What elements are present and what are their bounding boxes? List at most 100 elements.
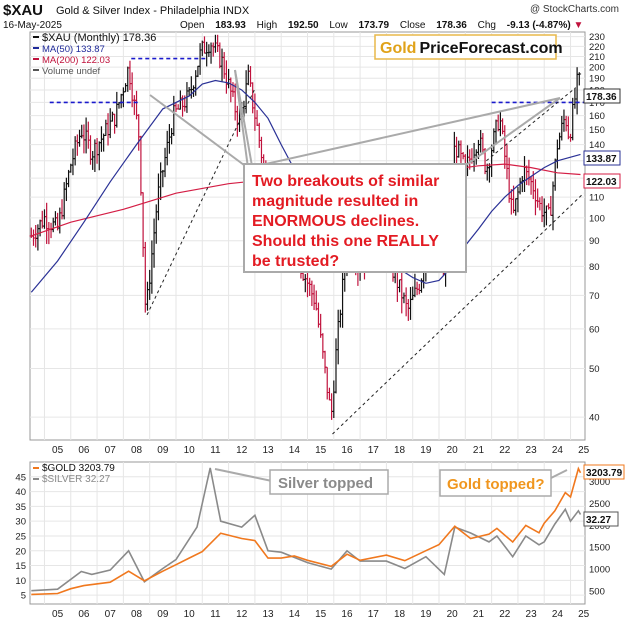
logo-box bbox=[374, 34, 557, 60]
down-arrow-icon: ▼ bbox=[573, 20, 584, 31]
top-x-tick-label: 23 bbox=[526, 445, 538, 456]
top-y-tick-label: 150 bbox=[589, 125, 605, 136]
bottom-left-tick-label: 45 bbox=[15, 472, 26, 483]
support-trendline bbox=[486, 87, 577, 162]
silver-note-box bbox=[269, 469, 389, 495]
open-value: 183.93 bbox=[215, 20, 246, 31]
top-y-tick-label: 100 bbox=[589, 213, 605, 224]
legend-text: $SILVER 32.27 bbox=[42, 474, 111, 485]
ticker-symbol: $XAU bbox=[3, 2, 44, 19]
bottom-right-tick-label: 500 bbox=[589, 586, 605, 597]
silver-price-tag: 32.27 bbox=[586, 515, 611, 526]
callout-line: be trusted? bbox=[252, 253, 339, 270]
support-trendline bbox=[332, 192, 585, 435]
top-y-tick-label: 220 bbox=[589, 42, 605, 53]
bottom-x-tick-label: 12 bbox=[236, 609, 248, 620]
stockcharts-brand: @ StockCharts.com bbox=[529, 4, 619, 15]
silver-line bbox=[31, 467, 582, 592]
top-y-tick-label: 210 bbox=[589, 52, 605, 63]
callout-pointer bbox=[149, 94, 249, 169]
top-x-tick-label: 08 bbox=[131, 445, 143, 456]
close-label: Close bbox=[399, 20, 426, 31]
top-x-tick-label: 19 bbox=[420, 445, 432, 456]
bottom-right-tick-label: 1500 bbox=[589, 543, 610, 554]
bottom-x-tick-label: 23 bbox=[526, 609, 538, 620]
callout-box bbox=[243, 163, 467, 273]
bottom-right-tick-label: 1000 bbox=[589, 565, 610, 576]
top-y-tick-label: 110 bbox=[589, 193, 604, 204]
callout-line: Should this one REALLY bbox=[252, 233, 439, 250]
callout-pointer bbox=[234, 69, 253, 167]
top-y-tick-label: 40 bbox=[589, 413, 600, 424]
bottom-x-tick-label: 19 bbox=[420, 609, 432, 620]
callout-line: Two breakouts of similar bbox=[252, 173, 439, 190]
gold-price-tag: 3203.79 bbox=[586, 468, 623, 479]
silver-price-tag-box bbox=[583, 511, 619, 527]
ma200-price-tag-box bbox=[583, 173, 621, 189]
top-y-tick-label: 140 bbox=[589, 140, 605, 151]
top-x-tick-label: 05 bbox=[52, 445, 64, 456]
bottom-left-tick-label: 30 bbox=[15, 517, 26, 528]
top-x-tick-label: 11 bbox=[210, 445, 221, 456]
change-value: -9.13 (-4.87%) bbox=[506, 20, 571, 31]
gold-line bbox=[31, 466, 582, 596]
legend-text: $XAU (Monthly) 178.36 bbox=[42, 32, 156, 44]
bottom-x-tick-label: 21 bbox=[473, 609, 485, 620]
bottom-left-tick-label: 15 bbox=[15, 561, 26, 572]
top-x-tick-label: 10 bbox=[184, 445, 196, 456]
silver-note-pointer bbox=[214, 468, 273, 482]
gold-note-pointer bbox=[550, 469, 568, 479]
top-x-tick-label: 18 bbox=[394, 445, 406, 456]
legend-text: MA(50) 133.87 bbox=[42, 44, 105, 55]
bottom-x-tick-label: 06 bbox=[78, 609, 90, 620]
bottom-right-tick-label: 2500 bbox=[589, 499, 610, 510]
logo-rest: PriceForecast.com bbox=[419, 40, 562, 57]
callout-pointer bbox=[247, 97, 561, 169]
gold-price-tag-box bbox=[583, 464, 625, 480]
callout-line: magnitude resulted in bbox=[252, 193, 418, 210]
ma50-price-tag-box bbox=[583, 150, 621, 166]
legend-text: Volume undef bbox=[42, 66, 100, 77]
top-x-tick-label: 07 bbox=[105, 445, 117, 456]
bottom-x-tick-label: 24 bbox=[552, 609, 564, 620]
silver-topped-note: Silver topped bbox=[278, 475, 373, 492]
top-x-tick-label: 06 bbox=[78, 445, 90, 456]
open-label: Open bbox=[180, 20, 205, 31]
bottom-legend: $GOLD 3203.79$SILVER 32.27 bbox=[33, 463, 115, 485]
bottom-right-tick-label: 3000 bbox=[589, 477, 610, 488]
top-y-tick-label: 200 bbox=[589, 63, 605, 74]
bottom-x-tick-label: 14 bbox=[289, 609, 301, 620]
top-y-tick-label: 190 bbox=[589, 74, 605, 85]
top-x-tick-label: 21 bbox=[473, 445, 485, 456]
ohlc-stats: Open 183.93 High 192.50 Low 173.79 Close… bbox=[180, 20, 599, 31]
top-x-tick-label: 24 bbox=[552, 445, 564, 456]
legend-swatch bbox=[33, 69, 39, 71]
change-label: Chg bbox=[477, 20, 496, 31]
ma200-price-tag: 122.03 bbox=[586, 177, 617, 188]
low-label: Low bbox=[329, 20, 348, 31]
ma50-price-tag: 133.87 bbox=[586, 154, 617, 165]
bottom-x-tick-label: 16 bbox=[341, 609, 353, 620]
top-x-tick-label: 13 bbox=[262, 445, 274, 456]
top-x-tick-label: 14 bbox=[289, 445, 301, 456]
callout-line: ENORMOUS declines. bbox=[252, 213, 419, 230]
bottom-x-tick-label: 10 bbox=[184, 609, 196, 620]
high-value: 192.50 bbox=[287, 20, 319, 31]
top-y-tick-label: 230 bbox=[589, 32, 605, 43]
bottom-x-tick-label: 11 bbox=[210, 609, 221, 620]
top-x-tick-label: 22 bbox=[499, 445, 511, 456]
logo-text: Gold PriceForecast.com bbox=[380, 40, 563, 57]
bottom-left-tick-label: 25 bbox=[15, 531, 26, 542]
bottom-left-tick-label: 20 bbox=[15, 546, 26, 557]
top-y-tick-label: 90 bbox=[589, 236, 600, 247]
bottom-x-tick-label: 05 bbox=[52, 609, 64, 620]
legend-swatch bbox=[33, 36, 39, 38]
bottom-left-tick-label: 10 bbox=[15, 576, 26, 587]
bottom-x-tick-label: 15 bbox=[315, 609, 327, 620]
high-label: High bbox=[256, 20, 278, 31]
gold-note-box bbox=[439, 469, 552, 497]
bottom-x-tick-label: 09 bbox=[157, 609, 169, 620]
legend-text: MA(200) 122.03 bbox=[42, 55, 110, 66]
